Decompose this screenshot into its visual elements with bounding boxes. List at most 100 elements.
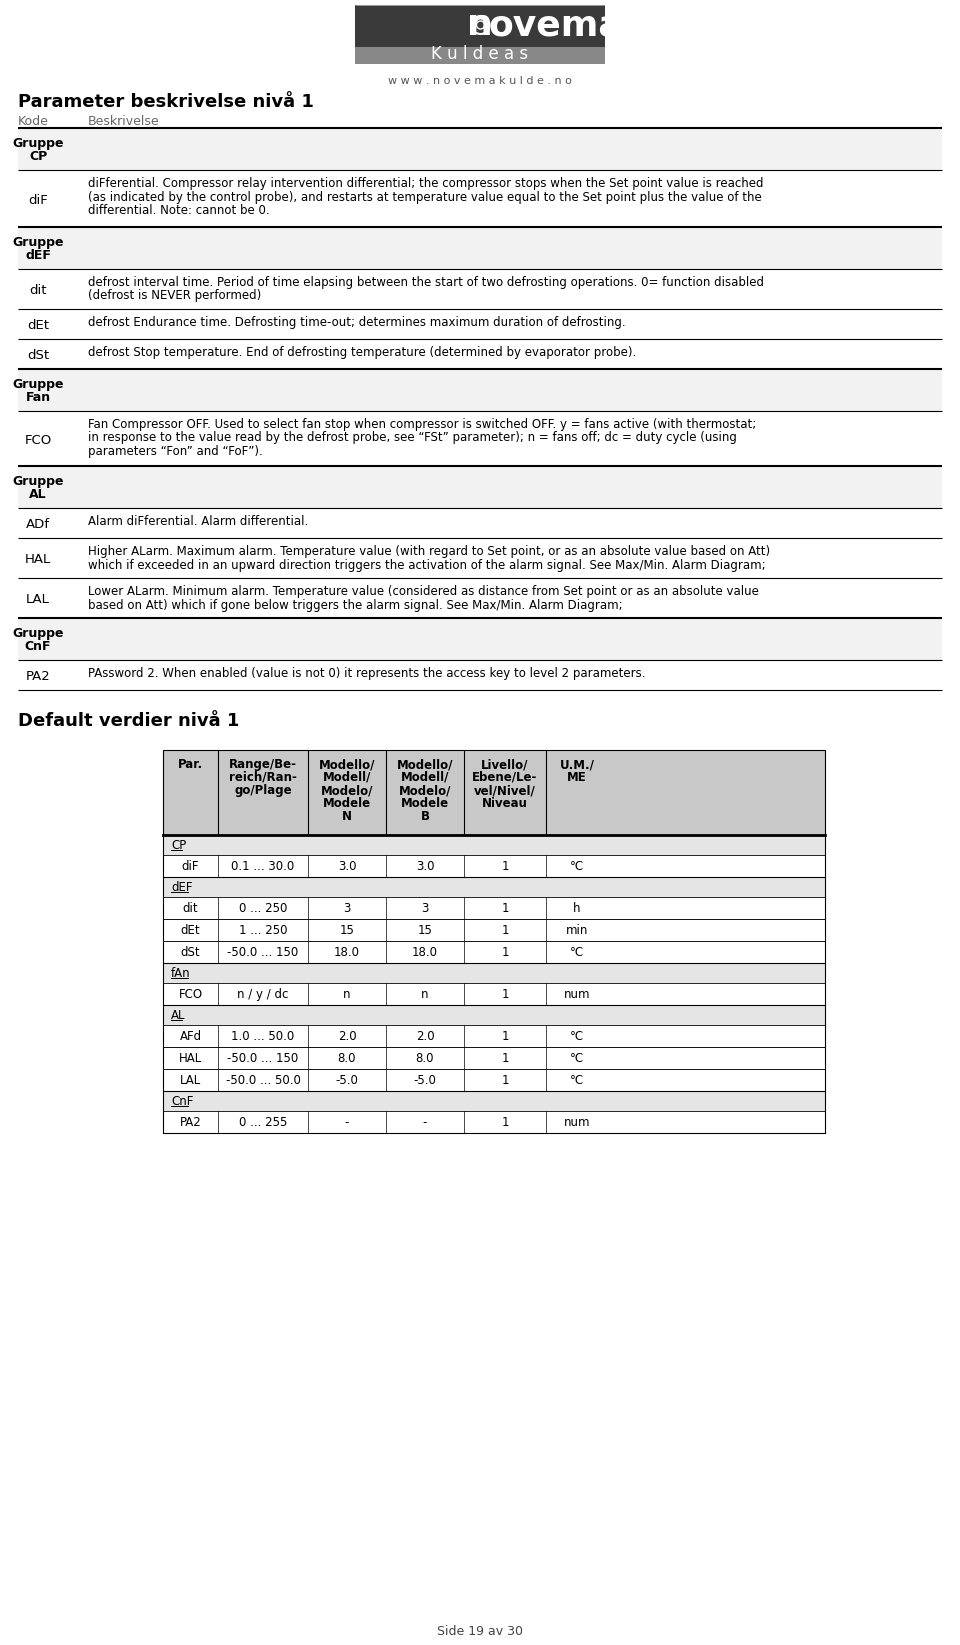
Text: LAL: LAL <box>26 592 50 605</box>
Text: AFd: AFd <box>180 1030 202 1043</box>
Text: 1: 1 <box>501 1115 509 1128</box>
Text: CnF: CnF <box>171 1096 193 1109</box>
Text: defrost Stop temperature. End of defrosting temperature (determined by evaporato: defrost Stop temperature. End of defrost… <box>88 345 636 359</box>
Bar <box>355 3 605 48</box>
Bar <box>163 1069 825 1091</box>
Text: diF: diF <box>28 194 48 207</box>
Text: Gruppe: Gruppe <box>12 378 63 392</box>
Text: Side 19 av 30: Side 19 av 30 <box>437 1625 523 1638</box>
Text: 2.0: 2.0 <box>416 1030 434 1043</box>
Text: CnF: CnF <box>25 640 51 653</box>
Text: Modello/: Modello/ <box>319 758 375 772</box>
Text: -: - <box>422 1115 427 1128</box>
Text: Parameter beskrivelse nivå 1: Parameter beskrivelse nivå 1 <box>18 94 314 110</box>
Text: Fan Compressor OFF. Used to select fan stop when compressor is switched OFF. y =: Fan Compressor OFF. Used to select fan s… <box>88 418 756 431</box>
Text: 18.0: 18.0 <box>334 946 360 959</box>
Text: 1 ... 250: 1 ... 250 <box>239 924 287 938</box>
Text: 2.0: 2.0 <box>338 1030 356 1043</box>
Text: Kode: Kode <box>18 115 49 128</box>
Text: 1: 1 <box>501 989 509 1002</box>
Text: -5.0: -5.0 <box>336 1074 358 1087</box>
Text: 8.0: 8.0 <box>416 1053 434 1064</box>
Text: min: min <box>565 924 588 938</box>
Text: °C: °C <box>570 860 584 873</box>
Text: dEt: dEt <box>27 319 49 332</box>
Text: 3.0: 3.0 <box>416 860 434 873</box>
Text: Modele: Modele <box>323 796 372 809</box>
Text: 0 ... 250: 0 ... 250 <box>239 901 287 915</box>
Text: Default verdier nivå 1: Default verdier nivå 1 <box>18 712 239 730</box>
Text: Beskrivelse: Beskrivelse <box>88 115 159 128</box>
Text: 3: 3 <box>421 901 429 915</box>
Text: ovema: ovema <box>488 8 623 43</box>
Text: 15: 15 <box>418 924 432 938</box>
Text: dEt: dEt <box>180 924 201 938</box>
Bar <box>163 855 825 877</box>
Text: PA2: PA2 <box>180 1115 202 1128</box>
Text: dit: dit <box>182 901 199 915</box>
Text: Ebene/Le-: Ebene/Le- <box>472 772 538 785</box>
Text: -50.0 ... 50.0: -50.0 ... 50.0 <box>226 1074 300 1087</box>
Text: ADf: ADf <box>26 518 50 531</box>
Bar <box>163 877 825 897</box>
Text: °C: °C <box>570 1074 584 1087</box>
Text: HAL: HAL <box>179 1053 203 1064</box>
Text: N: N <box>342 809 352 822</box>
Text: n: n <box>421 989 429 1002</box>
Text: ME: ME <box>567 772 587 785</box>
Text: 15: 15 <box>340 924 354 938</box>
Text: Modello/: Modello/ <box>396 758 453 772</box>
Circle shape <box>476 21 485 30</box>
Text: HAL: HAL <box>25 553 51 566</box>
Text: AL: AL <box>171 1008 185 1022</box>
Bar <box>163 984 825 1005</box>
Text: 1: 1 <box>501 860 509 873</box>
Text: fAn: fAn <box>171 967 191 980</box>
Text: 1: 1 <box>501 924 509 938</box>
Text: num: num <box>564 1115 590 1128</box>
Text: Gruppe: Gruppe <box>12 475 63 489</box>
Bar <box>163 750 825 836</box>
Text: 1: 1 <box>501 901 509 915</box>
Text: Gruppe: Gruppe <box>12 235 63 248</box>
Text: Gruppe: Gruppe <box>12 627 63 640</box>
Text: Modell/: Modell/ <box>401 772 449 785</box>
Text: °C: °C <box>570 1030 584 1043</box>
Text: w w w . n o v e m a k u l d e . n o: w w w . n o v e m a k u l d e . n o <box>388 76 572 86</box>
Text: -5.0: -5.0 <box>414 1074 437 1087</box>
Bar <box>18 128 942 169</box>
Text: 0.1 ... 30.0: 0.1 ... 30.0 <box>231 860 295 873</box>
Text: diF: diF <box>181 860 200 873</box>
Text: Range/Be-: Range/Be- <box>229 758 297 772</box>
Text: which if exceeded in an upward direction triggers the activation of the alarm si: which if exceeded in an upward direction… <box>88 559 766 571</box>
Text: based on Att) which if gone below triggers the alarm signal. See Max/Min. Alarm : based on Att) which if gone below trigge… <box>88 599 623 612</box>
Bar <box>18 466 942 508</box>
Text: -50.0 ... 150: -50.0 ... 150 <box>228 1053 299 1064</box>
Text: LAL: LAL <box>180 1074 202 1087</box>
Text: 1: 1 <box>501 1030 509 1043</box>
Text: 1: 1 <box>501 946 509 959</box>
Text: differential. Note: cannot be 0.: differential. Note: cannot be 0. <box>88 204 270 217</box>
Text: Modell/: Modell/ <box>323 772 372 785</box>
Text: parameters “Fon” and “FoF”).: parameters “Fon” and “FoF”). <box>88 446 263 457</box>
Text: °C: °C <box>570 1053 584 1064</box>
Text: U.M./: U.M./ <box>560 758 594 772</box>
Text: Livello/: Livello/ <box>481 758 529 772</box>
Bar <box>163 836 825 855</box>
Bar <box>163 1110 825 1133</box>
Text: PAssword 2. When enabled (value is not 0) it represents the access key to level : PAssword 2. When enabled (value is not 0… <box>88 666 645 679</box>
Text: Par.: Par. <box>178 758 204 772</box>
Text: dEF: dEF <box>171 882 193 893</box>
Text: 18.0: 18.0 <box>412 946 438 959</box>
Text: Lower ALarm. Minimum alarm. Temperature value (considered as distance from Set p: Lower ALarm. Minimum alarm. Temperature … <box>88 586 758 599</box>
Bar <box>18 619 942 660</box>
Bar <box>163 1091 825 1110</box>
Text: CP: CP <box>29 150 47 163</box>
Text: num: num <box>564 989 590 1002</box>
Text: Modelo/: Modelo/ <box>398 785 451 796</box>
Text: dSt: dSt <box>27 349 49 362</box>
Text: dit: dit <box>29 285 47 298</box>
Text: 0 ... 255: 0 ... 255 <box>239 1115 287 1128</box>
Text: CP: CP <box>171 839 186 852</box>
Text: in response to the value read by the defrost probe, see “FSt” parameter); n = fa: in response to the value read by the def… <box>88 431 737 444</box>
